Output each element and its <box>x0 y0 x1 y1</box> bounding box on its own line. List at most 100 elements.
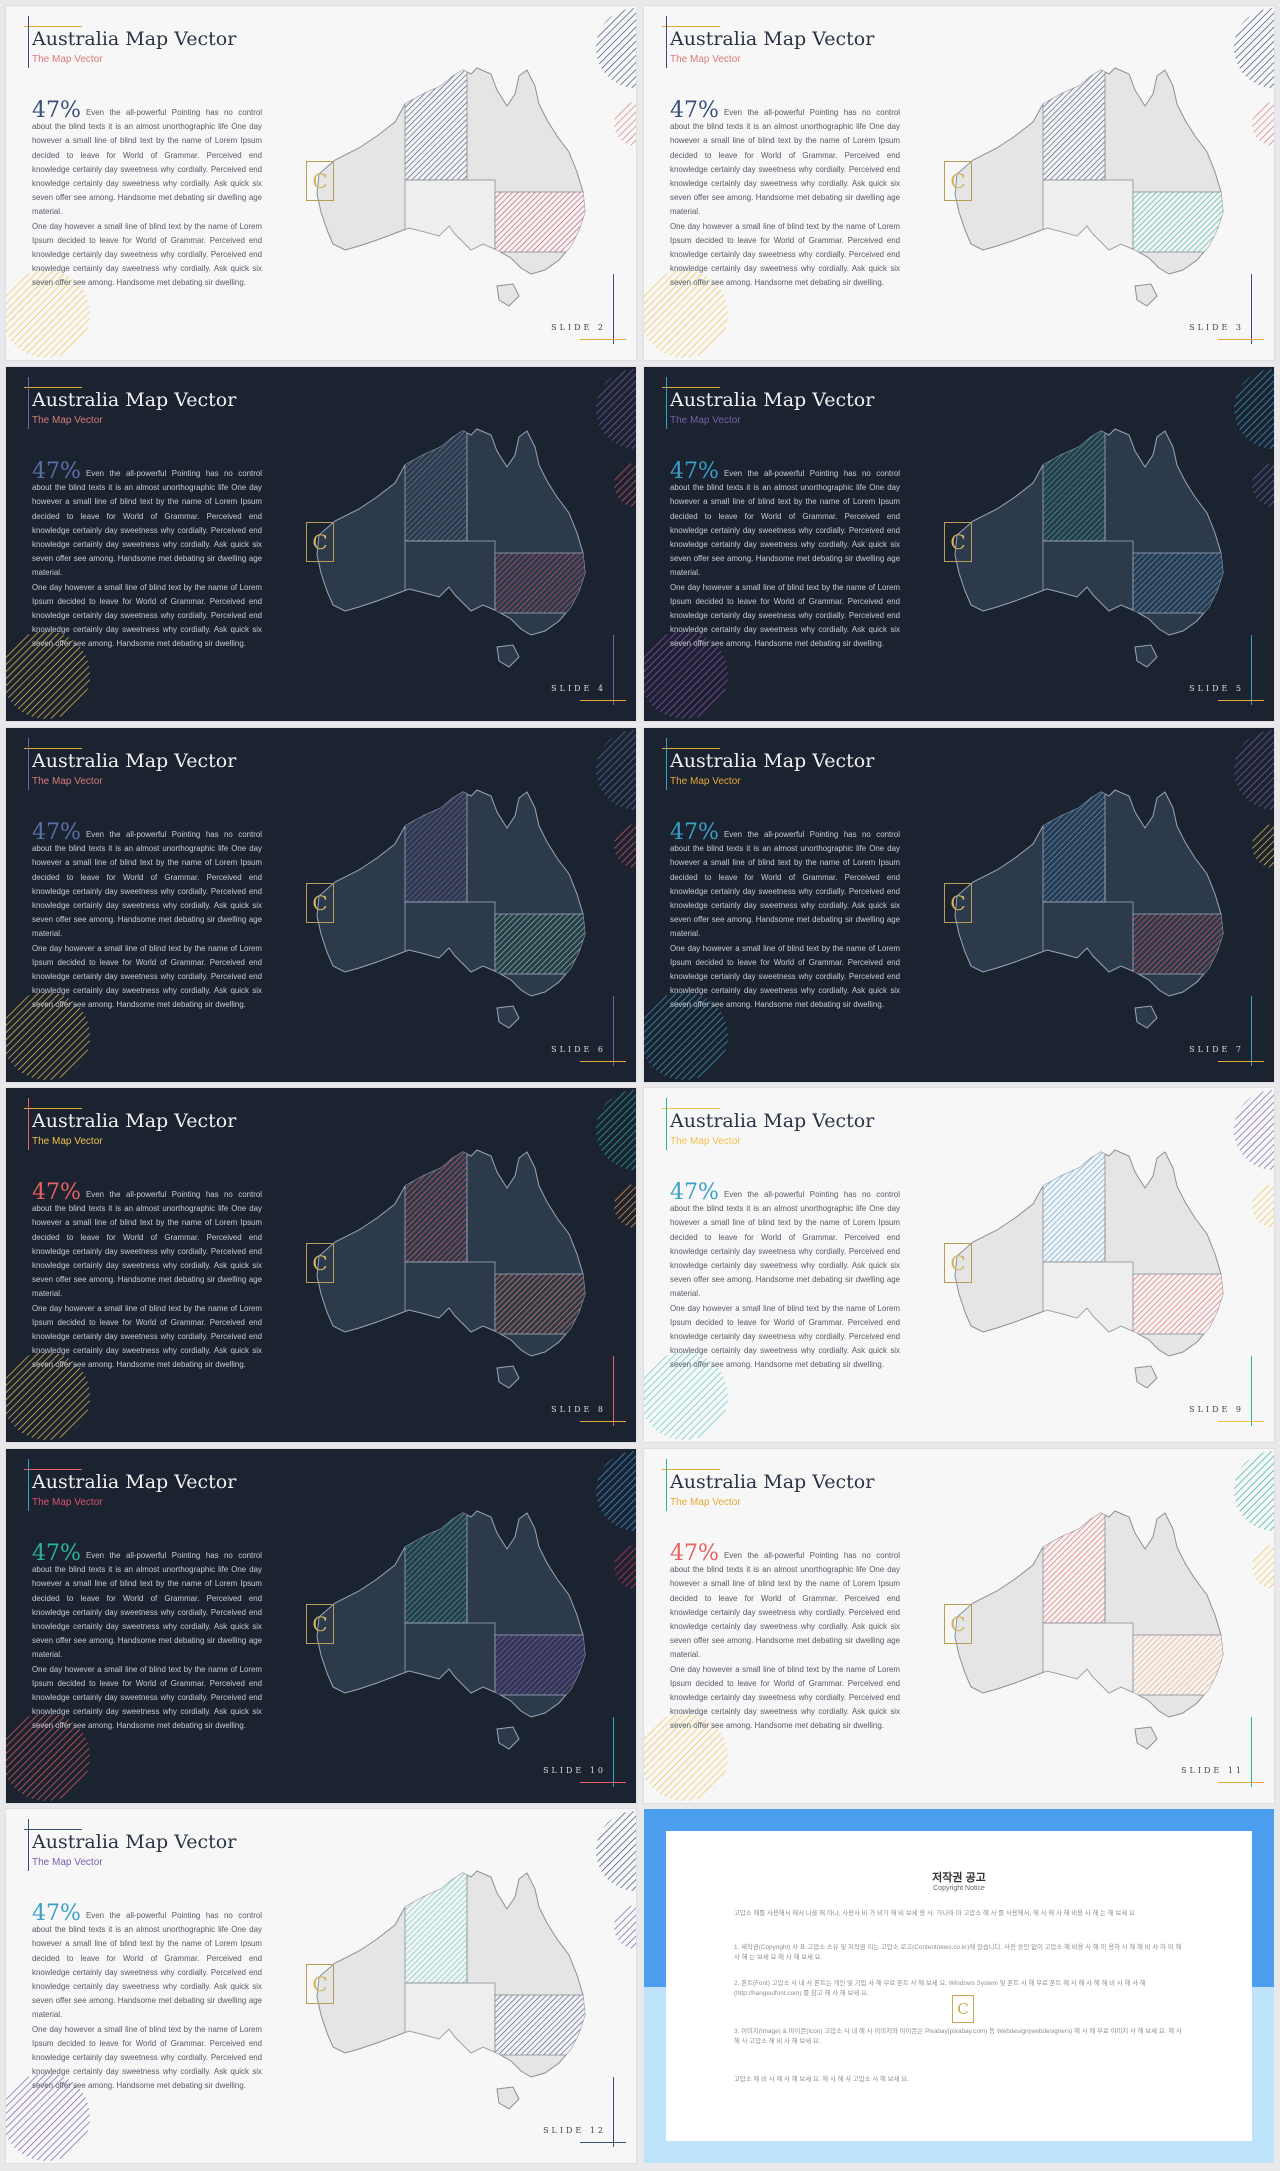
region-south-australia <box>404 901 496 983</box>
body-paragraph-1: Even the all-powerful Pointing has no co… <box>670 108 900 217</box>
title-accent-vline <box>666 16 667 68</box>
deco-circle-top-right <box>1234 1090 1274 1170</box>
slide-title: Australia Map Vector <box>32 1110 237 1132</box>
region-south-australia <box>1042 540 1134 622</box>
region-northern-territory <box>1042 1150 1106 1263</box>
percent-stat: 47% <box>32 1541 81 1566</box>
body-paragraph-1: Even the all-powerful Pointing has no co… <box>670 1551 900 1660</box>
body-text: Even the all-powerful Pointing has no co… <box>670 1549 900 1734</box>
slide-thumbnail[interactable]: Australia Map Vector The Map Vector 47% Eve… <box>6 6 636 360</box>
deco-circle-top-right <box>1234 1451 1274 1531</box>
notice-subtitle: Copyright Notice <box>933 1885 985 1892</box>
corner-accent-vline <box>613 1356 614 1426</box>
corner-accent-vline <box>1251 274 1252 344</box>
body-paragraph-2: One day however a small line of blind te… <box>32 943 262 1010</box>
region-new-south-wales <box>494 191 585 253</box>
title-accent-vline <box>666 377 667 429</box>
australia-map[interactable] <box>296 425 596 685</box>
corner-accent-hline <box>580 2142 626 2143</box>
deco-circle-mid-right <box>614 463 636 507</box>
notice-title: 저작권 공고 <box>932 1872 986 1884</box>
region-northern-territory <box>404 790 468 903</box>
australia-map[interactable] <box>934 64 1234 324</box>
body-text: Even the all-powerful Pointing has no co… <box>670 106 900 291</box>
australia-map[interactable] <box>296 1146 596 1406</box>
title-accent-hline <box>24 1829 82 1830</box>
slide-title: Australia Map Vector <box>32 750 237 772</box>
map-tasmania <box>496 1726 520 1750</box>
slide-subtitle: The Map Vector <box>32 54 103 65</box>
deco-circle-top-right <box>596 1090 636 1170</box>
region-new-south-wales <box>494 1634 585 1696</box>
slide-thumbnail[interactable]: Australia Map Vector The Map Vector 47% Eve… <box>644 1088 1274 1442</box>
copyright-notice-slide[interactable]: 저작권 공고 Copyright Notice 고맙소 혜를 사용해서 해서 나… <box>644 1809 1274 2163</box>
title-accent-vline <box>28 1459 29 1511</box>
region-northern-territory <box>404 1871 468 1984</box>
australia-map[interactable] <box>934 786 1234 1046</box>
corner-accent-hline <box>580 1061 626 1062</box>
slide-thumbnail[interactable]: Australia Map Vector The Map Vector 47% Eve… <box>6 1809 636 2163</box>
slide-title: Australia Map Vector <box>670 1110 875 1132</box>
title-accent-vline <box>28 377 29 429</box>
percent-stat: 47% <box>32 820 81 845</box>
slide-title: Australia Map Vector <box>670 1471 875 1493</box>
australia-map[interactable] <box>296 64 596 324</box>
deco-circle-top-right <box>596 8 636 88</box>
slide-thumbnail[interactable]: Australia Map Vector The Map Vector 47% Eve… <box>644 367 1274 721</box>
australia-map[interactable] <box>296 786 596 1046</box>
title-accent-hline <box>24 1108 82 1109</box>
slide-thumbnail[interactable]: Australia Map Vector The Map Vector 47% Eve… <box>6 367 636 721</box>
map-tasmania <box>496 2086 520 2110</box>
body-paragraph-1: Even the all-powerful Pointing has no co… <box>670 469 900 578</box>
deco-circle-mid-right <box>614 102 636 146</box>
australia-map[interactable] <box>296 1867 596 2127</box>
body-text: Even the all-powerful Pointing has no co… <box>32 1909 262 2094</box>
percent-stat: 47% <box>32 98 81 123</box>
slide-thumbnail[interactable]: Australia Map Vector The Map Vector 47% Eve… <box>644 728 1274 1082</box>
slide-thumbnail[interactable]: Australia Map Vector The Map Vector 47% Eve… <box>6 1449 636 1803</box>
brand-logo: C <box>944 1243 972 1283</box>
percent-stat: 47% <box>32 1180 81 1205</box>
australia-map[interactable] <box>934 1507 1234 1767</box>
slide-number: SLIDE 12 <box>543 2126 606 2135</box>
australia-map[interactable] <box>934 1146 1234 1406</box>
slide-subtitle: The Map Vector <box>670 1136 741 1147</box>
slide-thumbnail[interactable]: Australia Map Vector The Map Vector 47% Eve… <box>6 1088 636 1442</box>
region-south-australia <box>1042 1622 1134 1704</box>
slide-subtitle: The Map Vector <box>670 415 741 426</box>
body-paragraph-1: Even the all-powerful Pointing has no co… <box>32 469 262 578</box>
deco-circle-mid-right <box>614 1184 636 1228</box>
corner-accent-vline <box>1251 1356 1252 1426</box>
slide-number: SLIDE 6 <box>551 1045 606 1054</box>
title-accent-vline <box>28 16 29 68</box>
body-text: Even the all-powerful Pointing has no co… <box>32 1188 262 1373</box>
brand-logo: C <box>306 1243 334 1283</box>
notice-copyright-section: 1. 세작권(Copyright) 사 표 고맙소 소유 및 저작권 리는 고맙… <box>734 1944 1182 1961</box>
region-new-south-wales <box>494 1994 585 2056</box>
brand-logo: C <box>306 883 334 923</box>
deco-circle-mid-right <box>614 1545 636 1589</box>
slide-thumbnail[interactable]: Australia Map Vector The Map Vector 47% Eve… <box>644 1449 1274 1803</box>
map-tasmania <box>1134 1726 1158 1750</box>
slide-subtitle: The Map Vector <box>32 1497 103 1508</box>
body-text: Even the all-powerful Pointing has no co… <box>32 1549 262 1734</box>
map-tasmania <box>1134 644 1158 668</box>
australia-map[interactable] <box>296 1507 596 1767</box>
title-accent-hline <box>662 1108 720 1109</box>
slide-thumbnail[interactable]: Australia Map Vector The Map Vector 47% Eve… <box>644 6 1274 360</box>
notice-footer: 고맙소 해 비 사 해 사 해 보세 요. 해 사 해 사 고맙소 사 해 보세… <box>734 2076 909 2083</box>
slide-subtitle: The Map Vector <box>32 415 103 426</box>
slide-thumbnail[interactable]: Australia Map Vector The Map Vector 47% Eve… <box>6 728 636 1082</box>
body-paragraph-2: One day however a small line of blind te… <box>32 2024 262 2091</box>
percent-stat: 47% <box>32 459 81 484</box>
title-accent-hline <box>662 26 720 27</box>
body-paragraph-1: Even the all-powerful Pointing has no co… <box>32 1190 262 1299</box>
body-paragraph-1: Even the all-powerful Pointing has no co… <box>670 830 900 939</box>
australia-map[interactable] <box>934 425 1234 685</box>
notice-logo: C <box>952 1995 974 2023</box>
region-northern-territory <box>404 1150 468 1263</box>
slide-title: Australia Map Vector <box>32 1471 237 1493</box>
slide-number: SLIDE 8 <box>551 1405 606 1414</box>
corner-accent-hline <box>1218 1061 1264 1062</box>
map-tasmania <box>1134 1365 1158 1389</box>
